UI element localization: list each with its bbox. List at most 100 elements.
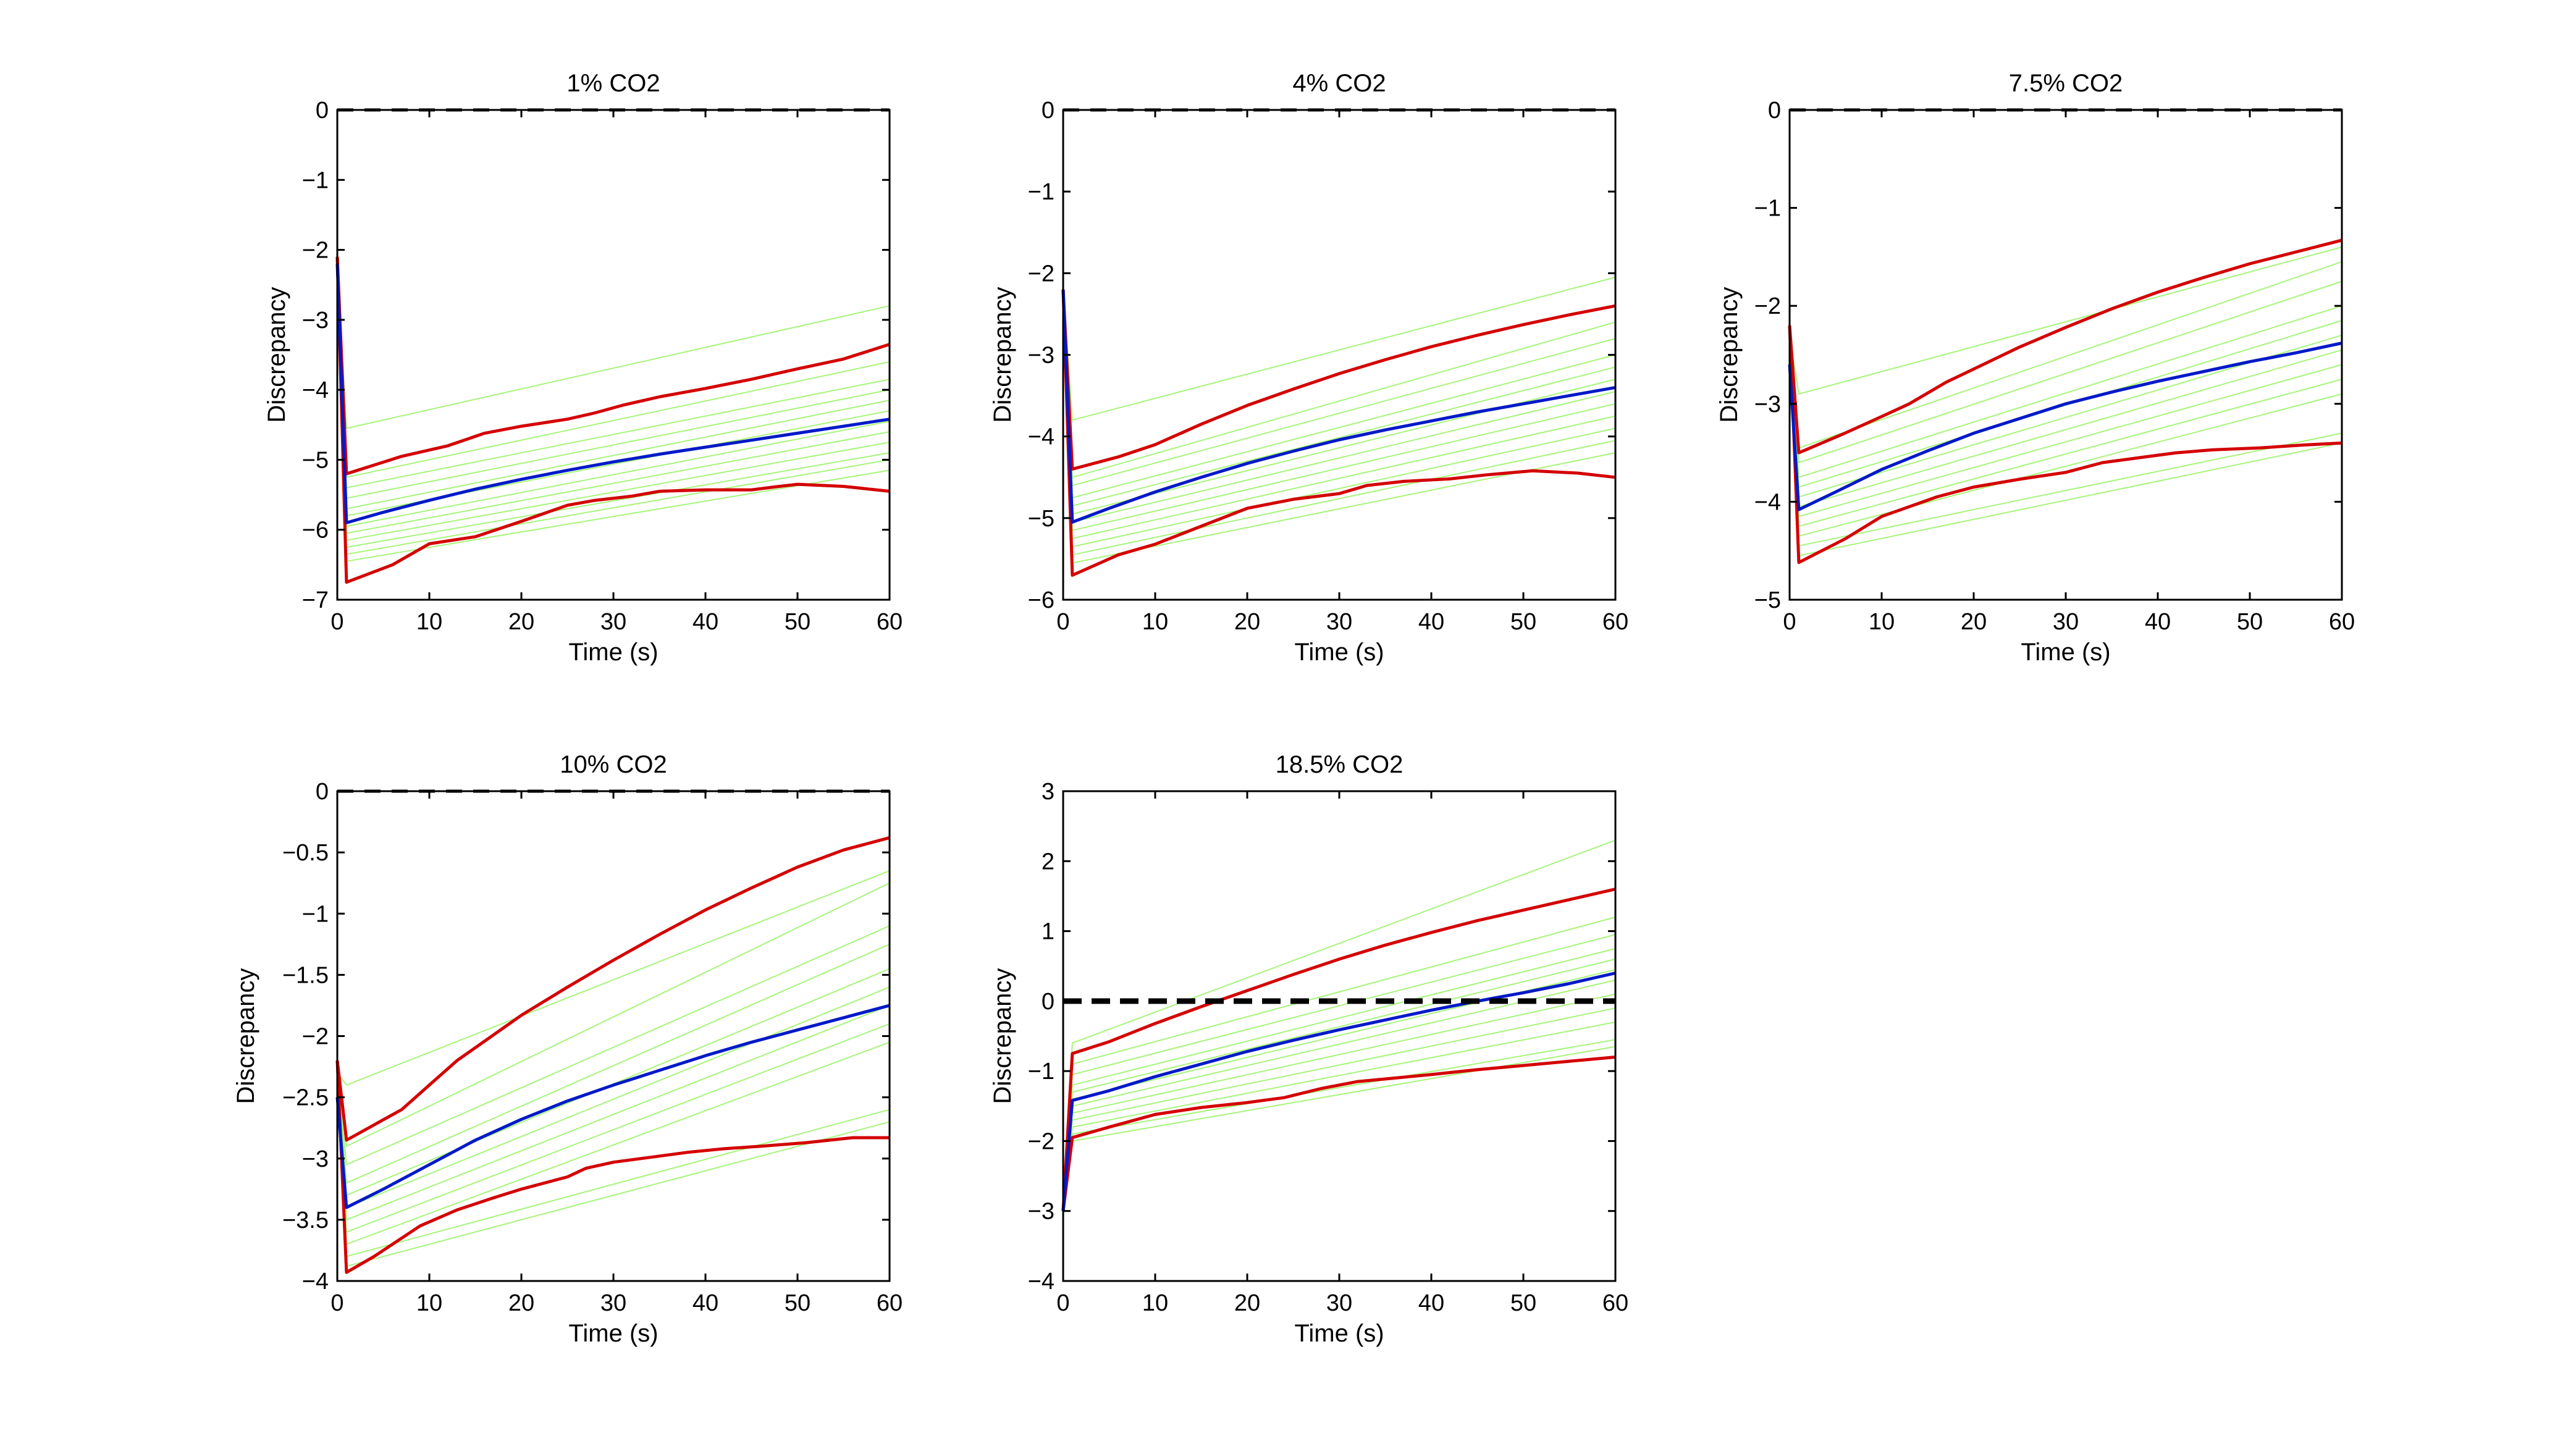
y-tick-label: −4 [302,377,329,403]
y-tick-label: −5 [1028,506,1054,532]
y-axis-label: Discrepancy [989,287,1016,422]
y-tick-label: −4 [1028,1269,1054,1295]
y-axis-label: Discrepancy [232,968,259,1104]
x-tick-label: 10 [1869,609,1895,635]
y-tick-label: −3.5 [282,1207,329,1233]
y-tick-label: −2 [1028,1128,1054,1154]
x-tick-label: 40 [1418,1290,1444,1316]
y-tick-label: −4 [302,1269,329,1295]
y-tick-label: −3 [1028,343,1054,369]
y-tick-label: −1 [1028,1059,1054,1085]
y-tick-label: −3 [302,1146,329,1172]
series-mean-line-0 [1788,342,2342,511]
y-axis-label: Discrepancy [263,287,290,422]
y-tick-label: −1 [302,901,329,927]
y-tick-label: −3 [302,308,329,334]
x-tick-label: 50 [2237,609,2263,635]
y-tick-label: −1 [302,167,329,193]
series-bound-line-2 [1061,1056,1616,1212]
x-tick-label: 20 [1234,1290,1260,1316]
y-tick-label: −5 [302,447,329,473]
x-axis-label: Time (s) [568,639,658,666]
y-tick-label: −1 [1754,196,1781,222]
series-bound-line-1 [1061,888,1616,1211]
y-tick-label: 1 [1042,919,1054,945]
y-tick-label: −6 [302,518,329,544]
series-bound-line-2 [335,256,890,584]
x-tick-label: 0 [1783,609,1796,635]
x-tick-label: 60 [877,1290,903,1316]
y-axis-label: Discrepancy [1715,287,1743,422]
series-bound-line-2 [335,1060,890,1274]
y-tick-label: 0 [1042,989,1054,1015]
x-tick-label: 10 [1142,1290,1168,1316]
x-tick-label: 30 [2053,609,2079,635]
x-tick-label: 0 [330,609,343,635]
x-tick-label: 0 [1056,1290,1069,1316]
x-tick-label: 60 [2329,609,2355,635]
x-tick-label: 20 [508,1290,534,1316]
x-tick-label: 20 [1234,609,1260,635]
panel-2: 0 10 20 30 40 50 60 −6 −5 −4 −3 −2 −1 0 4% CO2 Time (s)… [989,70,1628,666]
y-tick-label: 0 [316,98,329,124]
x-tick-label: 50 [1510,609,1536,635]
y-tick-label: −2 [302,1024,329,1050]
x-axis-label: Time (s) [1294,1320,1384,1347]
x-tick-label: 40 [1418,609,1444,635]
x-tick-label: 50 [1510,1290,1536,1316]
y-tick-label: 0 [316,779,329,805]
series-mean-line-0 [1061,972,1616,1211]
series-bound-line-1 [335,836,890,1142]
chart-title: 7.5% CO2 [2009,70,2123,97]
y-tick-label: −1.5 [282,962,329,988]
y-tick-label: 2 [1042,849,1054,875]
y-tick-label: −4 [1754,489,1781,515]
series-bound-line-1 [1788,238,2342,455]
y-tick-label: 0 [1768,98,1781,124]
panel-4: 0 10 20 30 40 50 60 −4 −3.5 −3 −2.5 −2 −1.5 −1 −0.5 0 10… [232,751,903,1347]
y-tick-label: −0.5 [282,840,329,866]
chart-title: 10% CO2 [560,751,667,778]
y-tick-label: −4 [1028,424,1054,450]
y-tick-label: −6 [1028,587,1054,613]
y-tick-label: 3 [1042,779,1054,805]
chart-title: 1% CO2 [566,70,660,97]
x-tick-label: 60 [1602,1290,1628,1316]
x-tick-label: 50 [785,1290,810,1316]
series-bound-line-1 [335,256,890,476]
x-axis-label: Time (s) [568,1320,658,1347]
x-tick-label: 10 [1142,609,1168,635]
x-tick-label: 20 [508,609,534,635]
x-tick-label: 50 [785,609,810,635]
x-tick-label: 10 [416,1290,442,1316]
chart-title: 4% CO2 [1292,70,1386,97]
x-tick-label: 40 [692,609,718,635]
panel-5: 0 10 20 30 40 50 60 −4 −3 −2 −1 0 1 2 3 18.5% CO2 Time (… [989,751,1628,1347]
y-tick-label: −3 [1028,1199,1054,1225]
series-mean-line-0 [335,1004,890,1209]
y-tick-label: −2 [1754,293,1781,319]
x-tick-label: 60 [877,609,903,635]
y-tick-label: −7 [302,587,329,613]
y-tick-label: −2.5 [282,1085,329,1111]
x-tick-label: 40 [692,1290,718,1316]
series-bound-line-2 [1061,289,1616,577]
y-tick-label: −2 [1028,261,1054,287]
y-tick-label: −3 [1754,392,1781,418]
series-bound-line-2 [1788,325,2342,565]
x-tick-label: 30 [1326,609,1352,635]
series-mean-line-0 [335,264,890,524]
x-tick-label: 0 [330,1290,343,1316]
y-tick-label: −1 [1028,179,1054,205]
panel-1: 0 10 20 30 40 50 60 −7 −6 −5 −4 −3 −2 −1 0 1% CO2 Time (… [263,70,903,666]
series-bound-line-1 [1061,289,1616,471]
chart-title: 18.5% CO2 [1276,751,1404,778]
x-axis-label: Time (s) [1294,639,1384,666]
x-tick-label: 10 [416,609,442,635]
x-tick-label: 0 [1056,609,1069,635]
y-tick-label: 0 [1042,98,1054,124]
x-tick-label: 30 [600,609,626,635]
series-mean-line-0 [1061,289,1616,524]
